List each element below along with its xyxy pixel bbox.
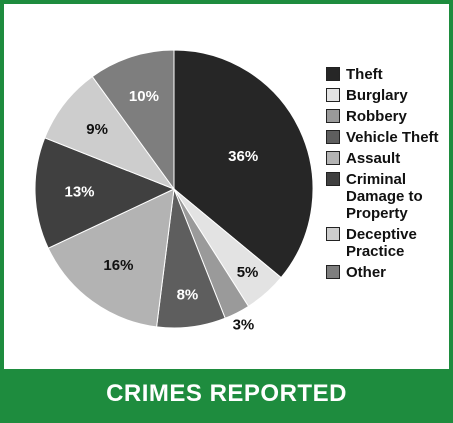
legend-swatch xyxy=(326,151,340,165)
chart-area: 36% 5% 3% 8% 16% 13% 9% 10% Theft Burglary Robber… xyxy=(4,4,449,419)
legend-swatch xyxy=(326,67,340,81)
legend-item: Theft xyxy=(326,66,449,83)
slice-label-deceptive-practice: 9% xyxy=(86,121,108,138)
legend-label: Theft xyxy=(346,66,383,83)
legend-label: Vehicle Theft xyxy=(346,129,439,146)
legend-label: Robbery xyxy=(346,108,407,125)
legend: Theft Burglary Robbery Vehicle Theft Assault… xyxy=(326,66,449,285)
legend-item: Robbery xyxy=(326,108,449,125)
pie-slice-other xyxy=(91,49,175,191)
legend-swatch xyxy=(326,227,340,241)
legend-label: Deceptive Practice xyxy=(346,226,417,260)
slice-label-vehicle-theft: 8% xyxy=(177,287,199,304)
legend-label: Other xyxy=(346,264,387,281)
chart-title: CRIMES REPORTED xyxy=(106,380,347,407)
legend-swatch xyxy=(326,88,340,102)
pie-slice-assault xyxy=(47,188,175,328)
legend-swatch xyxy=(326,172,340,186)
legend-item: Deceptive Practice xyxy=(326,226,449,260)
legend-item: Burglary xyxy=(326,87,449,104)
title-banner: CRIMES REPORTED xyxy=(4,369,449,419)
pie-slice-deceptive-practice xyxy=(44,75,176,191)
pie-slice-criminal-damage-to-property xyxy=(34,137,176,249)
pie-chart: 36% 5% 3% 8% 16% 13% 9% 10% xyxy=(34,49,314,334)
slice-label-criminal-damage-to-property: 13% xyxy=(65,183,95,200)
legend-swatch xyxy=(326,109,340,123)
legend-item: Vehicle Theft xyxy=(326,129,449,146)
legend-label: Assault xyxy=(346,150,401,167)
slice-label-robbery: 3% xyxy=(233,317,255,334)
legend-swatch xyxy=(326,265,340,279)
legend-item: Other xyxy=(326,264,449,281)
legend-label: Burglary xyxy=(346,87,408,104)
legend-label: Criminal Damage to Property xyxy=(346,171,423,222)
pie-slice-theft xyxy=(173,49,314,279)
legend-swatch xyxy=(326,130,340,144)
legend-item: Assault xyxy=(326,150,449,167)
slice-label-theft: 36% xyxy=(228,148,258,165)
slice-label-burglary: 5% xyxy=(237,264,259,281)
slice-label-other: 10% xyxy=(129,88,159,105)
slice-label-assault: 16% xyxy=(103,257,133,274)
legend-item: Criminal Damage to Property xyxy=(326,171,449,222)
